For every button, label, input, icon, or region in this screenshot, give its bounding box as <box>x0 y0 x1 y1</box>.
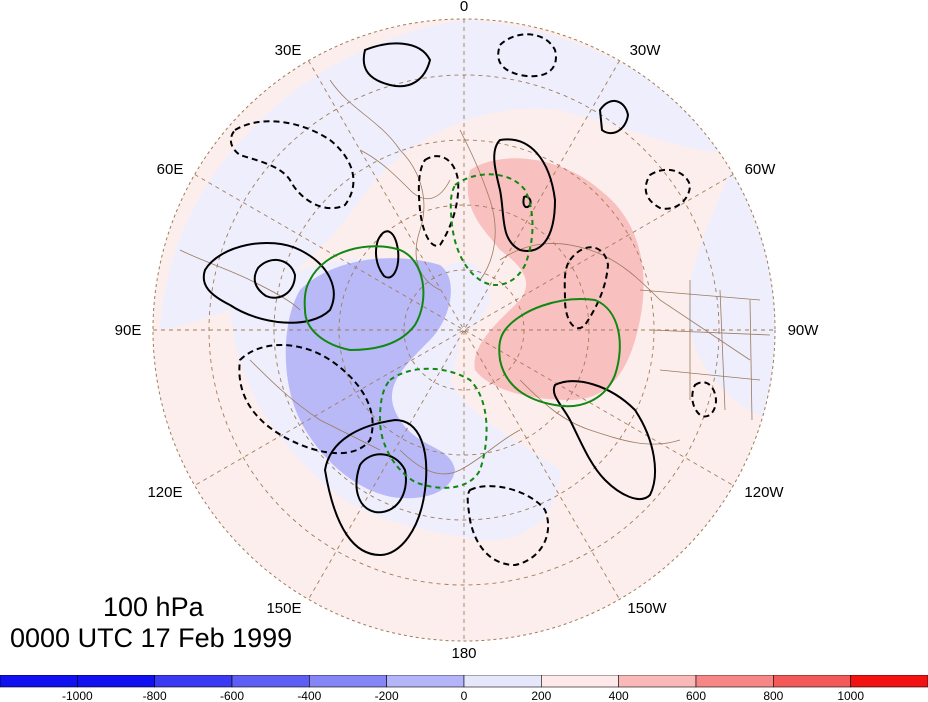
black-contours <box>202 42 656 557</box>
colorbar-swatch <box>154 675 233 688</box>
lon-label-30w: 30W <box>630 42 662 59</box>
map-boundary <box>152 18 776 642</box>
lon-label-30e: 30E <box>275 42 302 59</box>
colorbar-tick-label: 1000 <box>837 689 864 702</box>
colorbar-tick-label: -400 <box>297 689 321 702</box>
colorbar-swatch <box>231 675 310 688</box>
colorbar-tick-label: 800 <box>763 689 783 702</box>
colorbar-tick-label: 400 <box>609 689 629 702</box>
colorbar-swatch <box>541 675 619 688</box>
colorbar: -1000 -800 -600 -400 -200 0 200 400 600 800 1000 <box>0 675 928 702</box>
lon-label-150e: 150E <box>266 600 301 617</box>
lon-label-150w: 150W <box>627 600 667 617</box>
colorbar-swatch <box>773 675 851 688</box>
colorbar-tick-label: -1000 <box>62 689 93 702</box>
colorbar-swatch <box>309 675 387 688</box>
colorbar-swatch <box>850 675 928 688</box>
colorbar-tick-label: 200 <box>531 689 551 702</box>
colorbar-swatch <box>77 675 155 688</box>
lon-label-60w: 60W <box>745 161 777 178</box>
lon-label-90w: 90W <box>788 322 820 339</box>
colorbar-tick-label: -800 <box>143 689 167 702</box>
lon-label-90e: 90E <box>115 322 142 339</box>
coastlines <box>179 79 771 475</box>
dashed-contours <box>229 33 718 567</box>
green-contours <box>303 245 621 408</box>
longitude-labels: 0 30W 60W 90W 120W 150W 180 150E 120E 90… <box>115 0 820 662</box>
colorbar-tick-label: -200 <box>375 689 399 702</box>
colorbar-tick-label: -600 <box>220 689 244 702</box>
colorbar-swatch <box>618 675 697 688</box>
green-dashed-contours <box>378 173 534 489</box>
colorbar-swatch <box>386 675 465 688</box>
colorbar-tick-label: 0 <box>461 689 468 702</box>
title-level: 100 hPa <box>103 592 204 622</box>
colorbar-swatch <box>695 675 774 688</box>
lon-label-0: 0 <box>460 0 468 15</box>
colorbar-tick-label: 600 <box>686 689 706 702</box>
lon-label-180: 180 <box>451 645 476 662</box>
lon-label-60e: 60E <box>157 161 184 178</box>
colorbar-swatch <box>463 675 542 688</box>
title-time: 0000 UTC 17 Feb 1999 <box>10 623 293 653</box>
lon-label-120w: 120W <box>744 484 784 501</box>
colorbar-swatch <box>0 675 78 688</box>
lon-label-120e: 120E <box>147 484 182 501</box>
